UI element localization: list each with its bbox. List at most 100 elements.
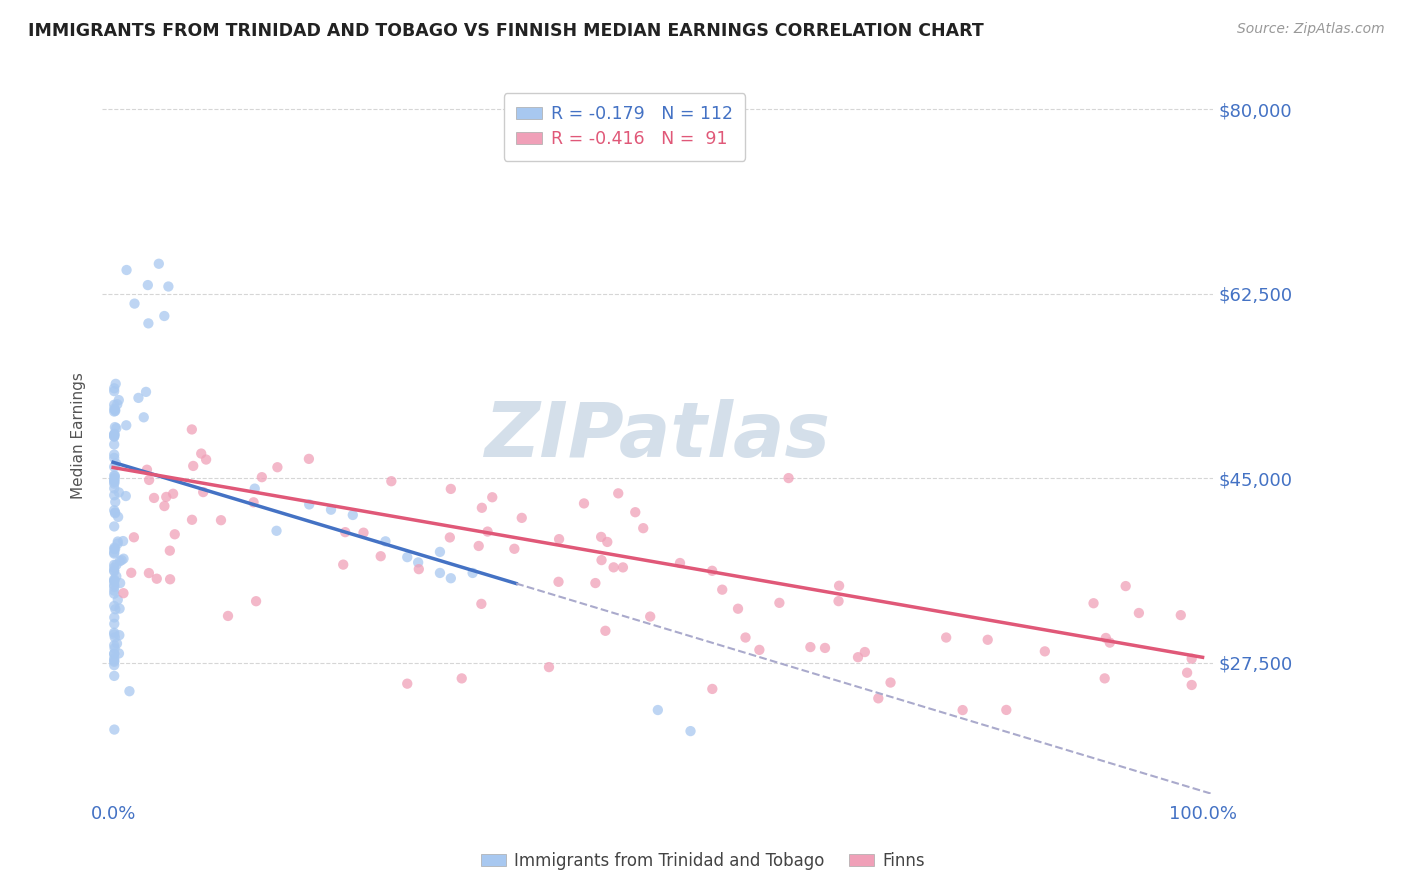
Point <box>122 530 145 544</box>
Point <box>103 558 125 572</box>
Point <box>107 592 129 607</box>
Point <box>104 471 127 485</box>
Point <box>103 542 125 557</box>
Point <box>104 505 127 519</box>
Point <box>976 632 998 647</box>
Point <box>935 631 957 645</box>
Point <box>104 495 127 509</box>
Point <box>631 521 654 535</box>
Point <box>103 578 125 592</box>
Point <box>702 681 724 696</box>
Point <box>503 541 526 556</box>
Point <box>159 572 181 586</box>
Point <box>647 703 669 717</box>
Point <box>103 627 125 641</box>
Point <box>115 263 138 277</box>
Point <box>143 491 166 505</box>
Point <box>108 554 131 568</box>
Point <box>1083 596 1105 610</box>
Point <box>768 596 790 610</box>
Point <box>103 476 125 491</box>
Point <box>828 579 851 593</box>
Point <box>193 485 215 500</box>
Point <box>195 452 218 467</box>
Point <box>107 536 129 550</box>
Legend: Immigrants from Trinidad and Tobago, Finns: Immigrants from Trinidad and Tobago, Fin… <box>474 846 932 877</box>
Point <box>115 418 138 433</box>
Point <box>537 660 560 674</box>
Point <box>439 531 461 545</box>
Point <box>727 601 749 615</box>
Point <box>108 601 131 615</box>
Point <box>748 643 770 657</box>
Point <box>103 654 125 668</box>
Point <box>470 597 492 611</box>
Point <box>591 530 613 544</box>
Point <box>103 401 125 416</box>
Point <box>103 545 125 559</box>
Point <box>103 563 125 577</box>
Point <box>190 446 212 460</box>
Point <box>163 527 186 541</box>
Point <box>481 490 503 504</box>
Point <box>107 534 129 549</box>
Point <box>103 580 125 594</box>
Point <box>638 609 661 624</box>
Point <box>1094 672 1116 686</box>
Point <box>155 490 177 504</box>
Point <box>103 427 125 442</box>
Point <box>952 703 974 717</box>
Point <box>1128 606 1150 620</box>
Point <box>103 560 125 574</box>
Point <box>669 556 692 570</box>
Point <box>104 402 127 417</box>
Point <box>298 498 321 512</box>
Point <box>103 482 125 496</box>
Point <box>103 574 125 588</box>
Point <box>406 556 429 570</box>
Point <box>157 279 180 293</box>
Point <box>105 421 128 435</box>
Point <box>814 640 837 655</box>
Point <box>104 602 127 616</box>
Legend: R = -0.179   N = 112, R = -0.416   N =  91: R = -0.179 N = 112, R = -0.416 N = 91 <box>503 94 745 161</box>
Point <box>396 676 419 690</box>
Y-axis label: Median Earnings: Median Earnings <box>72 373 86 500</box>
Point <box>548 532 571 546</box>
Point <box>245 594 267 608</box>
Point <box>266 460 288 475</box>
Point <box>408 562 430 576</box>
Point <box>799 640 821 654</box>
Point <box>103 564 125 578</box>
Point <box>1033 644 1056 658</box>
Point <box>396 550 419 565</box>
Point <box>429 545 451 559</box>
Point <box>572 496 595 510</box>
Point <box>103 426 125 441</box>
Point <box>103 398 125 412</box>
Point <box>853 645 876 659</box>
Point <box>108 485 131 500</box>
Point <box>1098 635 1121 649</box>
Point <box>136 463 159 477</box>
Point <box>450 672 472 686</box>
Point <box>104 376 127 391</box>
Point <box>103 450 125 465</box>
Point <box>103 647 125 661</box>
Point <box>111 553 134 567</box>
Point <box>103 647 125 661</box>
Point <box>778 471 800 485</box>
Point <box>353 525 375 540</box>
Point <box>879 675 901 690</box>
Point <box>103 519 125 533</box>
Point <box>103 669 125 683</box>
Point <box>103 503 125 517</box>
Point <box>1095 631 1118 645</box>
Point <box>103 475 125 489</box>
Point <box>103 655 125 669</box>
Point <box>242 495 264 509</box>
Point <box>380 474 402 488</box>
Point <box>103 473 125 487</box>
Point <box>319 502 342 516</box>
Point <box>114 489 136 503</box>
